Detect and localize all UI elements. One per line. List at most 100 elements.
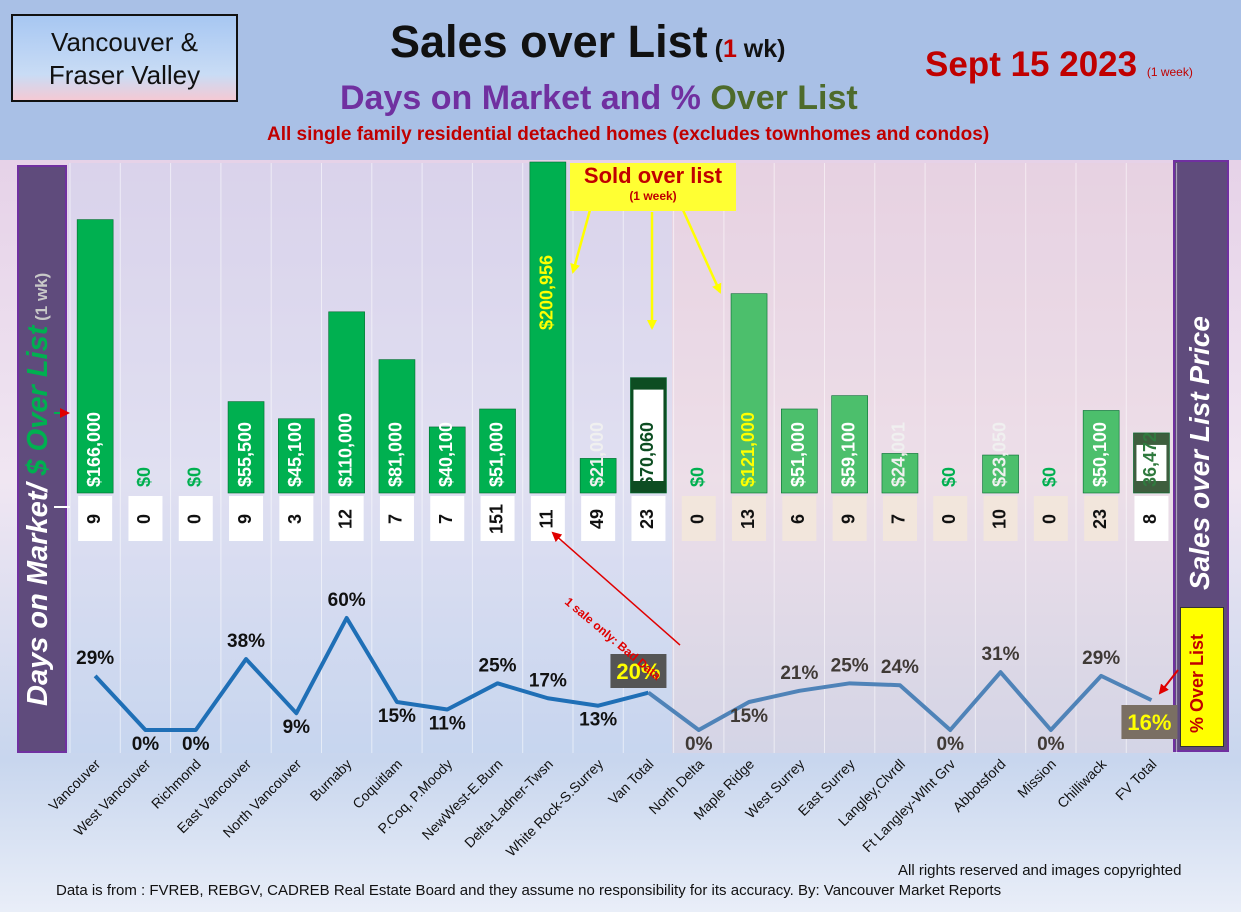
chart-subtitle: Days on Market and % Over List [340, 79, 858, 118]
bar-value-label: $166,000 [84, 412, 104, 487]
days-box [581, 496, 616, 541]
pct-label: 29% [1082, 648, 1120, 669]
days-label: 7 [889, 514, 909, 524]
region-line-1: Vancouver & [51, 27, 198, 57]
bar-value-label: $121,000 [738, 412, 758, 487]
bar-value-label: $51,000 [788, 422, 808, 487]
x-tick-label: Chilliwack [1054, 755, 1110, 811]
title-main: Sales over List [390, 16, 708, 67]
pct-label: 0% [1037, 734, 1065, 755]
bar-value-label: $110,000 [335, 413, 355, 487]
pct-label: 31% [982, 644, 1020, 665]
footer-source: Data is from : FVREB, REBGV, CADREB Real… [56, 882, 1002, 899]
bar-value-label: $0 [688, 467, 708, 487]
days-label: 13 [738, 509, 758, 529]
days-box [279, 496, 314, 541]
days-box [78, 496, 113, 541]
days-label: 0 [134, 514, 154, 524]
bar-inner-box [1136, 444, 1167, 481]
days-box [1084, 496, 1119, 541]
days-label: 151 [486, 504, 506, 534]
bar-value-label: $70,060 [637, 422, 657, 487]
days-box [1033, 496, 1068, 541]
days-box [329, 496, 364, 541]
date-note: (1 week) [1146, 65, 1193, 79]
pct-label-group: 29% 0% 0% 38% 9% 60% 15% 11% 25% 17% 13% 20% 0% 15% 21… [76, 590, 1178, 755]
days-box [732, 496, 767, 541]
bar [982, 454, 1019, 494]
days-box [229, 496, 264, 541]
footer-rights: All rights reserved and images copyright… [898, 862, 1182, 879]
bar [831, 395, 868, 494]
bar [781, 408, 818, 494]
bar [278, 418, 315, 494]
chart-note: All single family residential detached h… [267, 124, 990, 145]
left-axis-panel [17, 165, 67, 753]
pct-label: 17% [529, 670, 567, 691]
days-box [983, 496, 1018, 541]
days-box [832, 496, 867, 541]
x-tick-label: Abbotsford [949, 756, 1008, 815]
pct-label: 25% [479, 655, 517, 676]
subtitle-b: Over List [710, 79, 858, 117]
pct-label: 0% [685, 734, 713, 755]
bar-value-label: $0 [185, 467, 205, 487]
days-box [681, 496, 716, 541]
bar-value-label: $81,000 [386, 422, 406, 487]
days-label: 8 [1140, 514, 1160, 524]
pct-total-label: 20% [616, 659, 660, 684]
pct-total-box [1121, 705, 1178, 739]
van-region-shade [68, 163, 672, 753]
days-label: 10 [989, 509, 1009, 529]
x-tick-label: Burnaby [307, 756, 355, 804]
bar [1082, 410, 1120, 494]
days-label: 23 [637, 509, 657, 529]
bar [730, 293, 768, 494]
date-text: Sept 15 2023 [925, 45, 1138, 84]
title-num: 1 [722, 35, 737, 63]
pct-label: 29% [76, 648, 114, 669]
bar-value-label: $200,956 [537, 255, 557, 330]
bar-value-label: $50,100 [1090, 422, 1110, 487]
title-paren-close: wk) [736, 35, 786, 63]
bar [227, 401, 265, 494]
bar-value-label: $0 [134, 467, 154, 487]
bar [328, 311, 365, 494]
arrow-group [54, 209, 1179, 695]
bar-value-label: 36,472 [1140, 432, 1160, 487]
bar [428, 426, 466, 494]
sold-over-list-callout: Sold over list (1 week) [570, 163, 736, 211]
pct-label: 60% [328, 590, 366, 611]
days-box [882, 496, 917, 541]
title-paren-open: ( [707, 35, 723, 63]
days-label: 6 [788, 514, 808, 524]
pct-label: 11% [429, 713, 466, 734]
region-box: Vancouver & Fraser Valley [11, 14, 238, 102]
x-tick-label: Delta-Ladner-Twsn [461, 756, 556, 851]
days-box [631, 496, 666, 541]
days-box [379, 496, 414, 541]
days-label: 0 [939, 514, 959, 524]
pct-label: 0% [132, 734, 160, 755]
pct-line-group [93, 616, 1153, 732]
x-tick-label: FV Total [1112, 756, 1159, 803]
callout-line-2: (1 week) [629, 189, 677, 203]
x-tick-label: Van Total [605, 756, 657, 808]
chart-title: Sales over List (1 wk) [390, 16, 785, 68]
days-box [178, 496, 213, 541]
bar-value-label: $0 [1040, 467, 1060, 487]
days-label: 9 [235, 514, 255, 524]
pct-total-box [610, 654, 667, 688]
x-tick-label: Ft Langley-Wlnt Grv [859, 756, 958, 855]
pct-axis-arrow [1158, 669, 1179, 695]
pct-axis-box [1180, 607, 1224, 747]
bar-value-label: $55,500 [235, 422, 255, 487]
callout-arrow-white-rock [570, 209, 592, 274]
pct-label: 15% [378, 706, 416, 727]
grid [69, 163, 1178, 753]
pct-label: 25% [831, 655, 869, 676]
bar [881, 453, 919, 494]
